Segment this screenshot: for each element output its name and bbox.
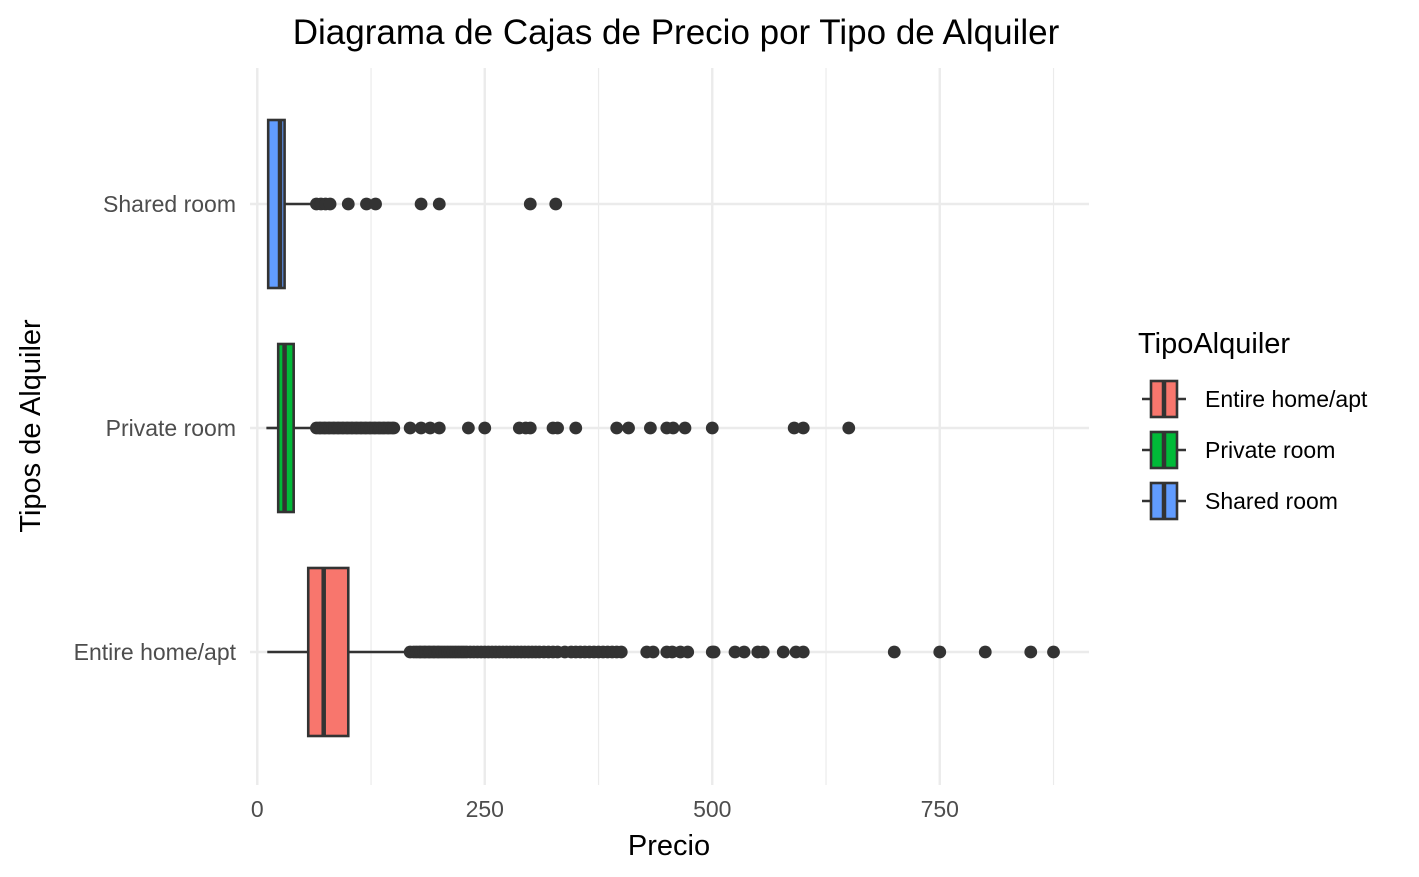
- outlier-point: [610, 421, 624, 435]
- outlier-point: [1047, 645, 1060, 659]
- x-tick-label: 250: [466, 796, 504, 822]
- box-group: [266, 342, 856, 514]
- legend-items: Entire home/apt Private room Shared room: [1142, 379, 1368, 521]
- outlier-point: [369, 197, 382, 211]
- outlier-point: [341, 197, 355, 211]
- outlier-point: [323, 197, 337, 211]
- chart-title: Diagrama de Cajas de Precio por Tipo de …: [293, 13, 1060, 52]
- outlier-point: [414, 197, 428, 211]
- y-tick-label: Entire home/apt: [74, 639, 237, 665]
- x-axis-tick-labels: 0 250 500 750: [251, 796, 959, 822]
- legend-label: Private room: [1205, 437, 1335, 463]
- y-tick-label: Private room: [106, 415, 236, 441]
- x-tick-label: 750: [921, 796, 959, 822]
- legend-item: Entire home/apt: [1142, 379, 1368, 419]
- outlier-point: [1024, 645, 1038, 659]
- outlier-point: [403, 421, 417, 435]
- legend-item: Private room: [1142, 430, 1335, 470]
- outlier-point: [737, 645, 751, 659]
- outlier-point: [551, 421, 564, 435]
- outlier-point: [705, 421, 719, 435]
- boxplots: [266, 118, 1060, 738]
- box-group: [267, 566, 1060, 738]
- outlier-point: [414, 421, 428, 435]
- outlier-point: [478, 421, 492, 435]
- legend-title: TipoAlquiler: [1138, 328, 1290, 360]
- y-axis-tick-labels: Entire home/apt Private room Shared room: [74, 191, 237, 665]
- outlier-point: [796, 421, 810, 435]
- outlier-point: [933, 645, 947, 659]
- outlier-point: [643, 421, 657, 435]
- outlier-point: [549, 197, 563, 211]
- outlier-point: [681, 645, 695, 659]
- x-axis-title: Precio: [628, 830, 710, 862]
- outlier-point: [523, 421, 537, 435]
- outlier-point: [622, 421, 635, 435]
- box: [306, 566, 350, 738]
- x-tick-label: 500: [693, 796, 731, 822]
- box-group: [266, 118, 563, 290]
- outlier-point: [776, 645, 790, 659]
- outlier-point: [569, 421, 583, 435]
- outlier-point: [728, 645, 742, 659]
- outlier-point: [432, 197, 446, 211]
- legend: TipoAlquiler Entire home/apt Private room…: [1138, 328, 1368, 521]
- outlier-point: [666, 421, 680, 435]
- outlier-point: [360, 197, 373, 211]
- outlier-point: [646, 645, 660, 659]
- outlier-point: [707, 645, 721, 659]
- outlier-point: [978, 645, 992, 659]
- outlier-point: [887, 645, 901, 659]
- outlier-point: [678, 421, 692, 435]
- outlier-point: [432, 421, 446, 435]
- outlier-point: [523, 197, 537, 211]
- outlier-point: [842, 421, 856, 435]
- outlier-point: [756, 645, 770, 659]
- y-tick-label: Shared room: [103, 191, 236, 217]
- legend-item: Shared room: [1142, 481, 1338, 521]
- legend-label: Entire home/apt: [1205, 386, 1368, 412]
- x-tick-label: 0: [251, 796, 264, 822]
- outlier-point: [787, 421, 801, 435]
- y-axis-title: Tipos de Alquiler: [15, 319, 47, 533]
- outlier-point: [614, 645, 628, 659]
- legend-label: Shared room: [1205, 488, 1338, 514]
- outlier-point: [796, 645, 810, 659]
- outlier-point: [423, 421, 437, 435]
- outlier-point: [461, 421, 475, 435]
- outlier-point: [387, 421, 401, 435]
